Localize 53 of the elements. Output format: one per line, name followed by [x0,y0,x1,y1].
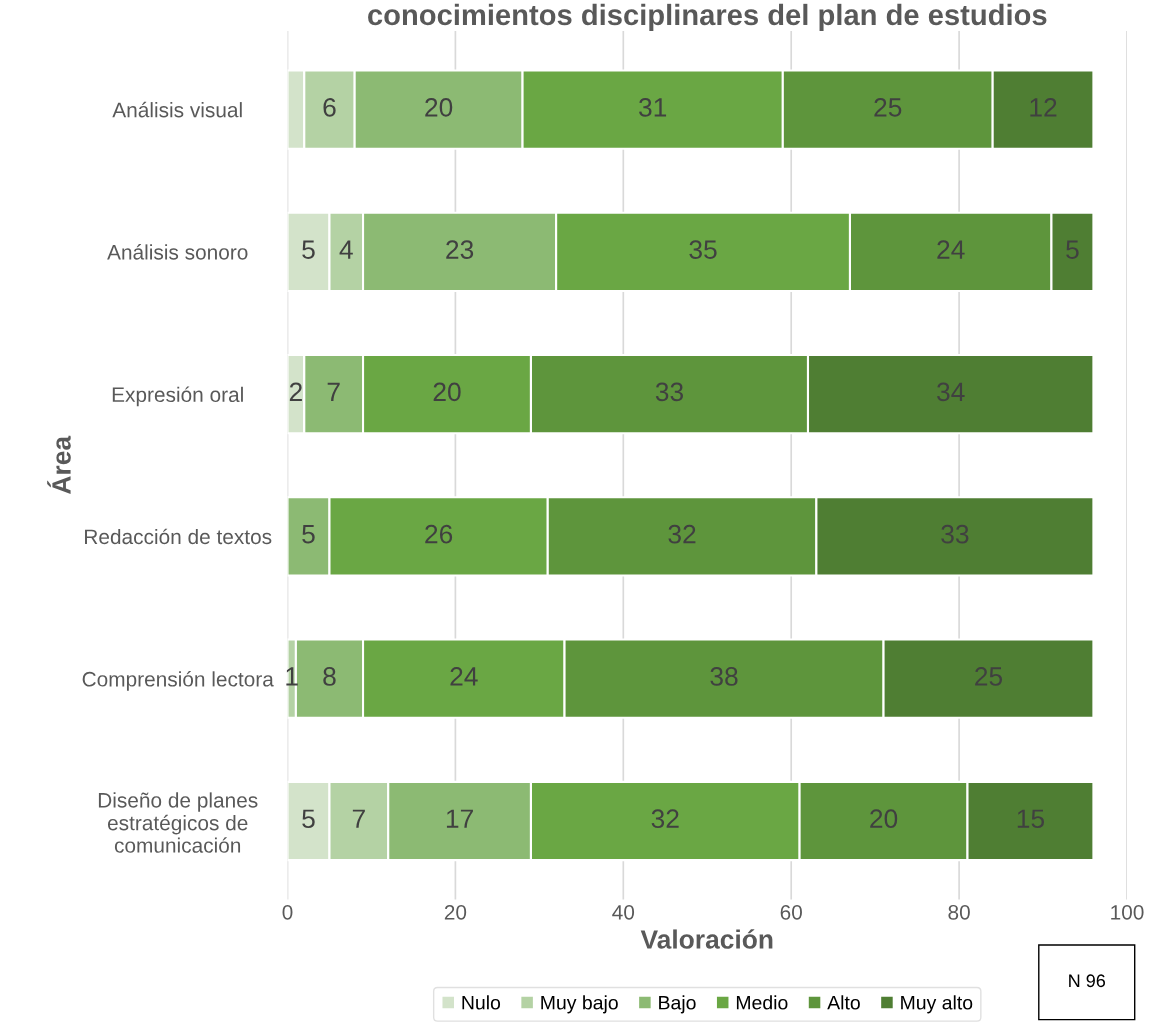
data-label: 33 [941,524,969,544]
data-label: 15 [1017,809,1045,829]
x-tick-label: 0 [282,904,293,920]
data-label: 25 [975,667,1003,686]
data-label: 38 [710,667,738,686]
data-label: 32 [651,809,679,829]
text: N 96 [1069,974,1106,988]
data-label: 24 [937,240,965,259]
data-label: 8 [323,667,336,686]
data-label: 6 [323,98,336,117]
x-tick-label: 80 [948,904,970,920]
legend-label: Bajo [659,995,696,1014]
data-label: 32 [668,524,696,544]
chart-title: conocimientos disciplinares del plan de estudios [368,3,1047,32]
data-label: 5 [302,809,315,829]
data-label: 7 [327,382,340,401]
data-label: 2 [289,382,302,401]
y-tick-label: Redacción de textos [85,528,272,545]
data-label: 5 [302,240,315,259]
data-label: 5 [302,525,315,544]
x-tick-label: 40 [612,904,635,920]
x-axis-title: Valoración [640,929,773,949]
legend-label: Alto [827,995,860,1010]
data-label: 17 [446,809,473,828]
data-label: 26 [425,524,453,544]
data-label: 20 [870,809,898,829]
x-tick-label: 100 [1111,904,1144,920]
data-label: 20 [425,98,453,117]
legend-label: Muy bajo [541,995,618,1014]
data-label: 7 [352,809,365,828]
data-label: 25 [874,98,902,117]
data-label: 34 [937,382,965,402]
legend-label: Medio [736,995,788,1010]
data-label: 35 [689,240,717,259]
data-label: 4 [339,240,353,259]
data-label: 23 [446,240,474,259]
data-label: 31 [639,98,667,117]
y-tick-label: Análisis sonoro [107,244,248,260]
data-label: 20 [433,382,461,402]
y-tick-label: Diseño de planes estratégicos de comunicación [98,792,258,853]
y-tick-label: Comprensión lectora [82,671,274,691]
legend-label: Nulo [462,995,501,1010]
y-tick-label: Expresión oral [112,386,243,407]
y-tick-label: Análisis visual [112,101,242,118]
data-label: 33 [655,382,683,402]
data-label: 5 [1066,240,1079,259]
x-tick-label: 60 [780,904,802,920]
data-label: 24 [450,667,478,686]
x-tick-label: 20 [444,904,467,920]
legend-label: Muy alto [901,995,973,1014]
data-label: 12 [1030,98,1057,117]
y-axis-title: Área [47,435,71,494]
data-label: 1 [286,667,298,686]
